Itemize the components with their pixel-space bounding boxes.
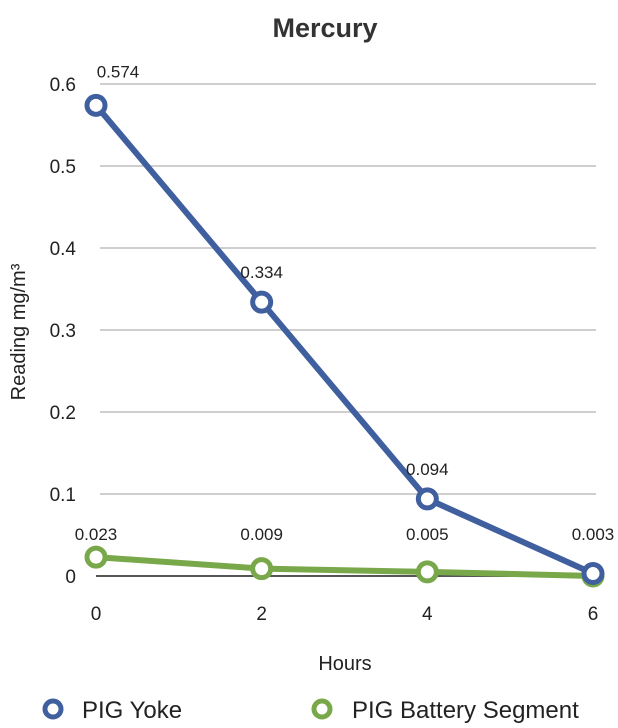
data-point bbox=[84, 93, 108, 117]
data-point bbox=[250, 557, 274, 581]
data-label: 0.574 bbox=[97, 62, 140, 81]
axes: 0 0.1 0.2 0.3 0.4 0.5 0.6 0 2 4 6 bbox=[50, 75, 599, 625]
data-point bbox=[415, 560, 439, 584]
legend-marker bbox=[42, 698, 64, 720]
x-tick-label: 4 bbox=[422, 604, 433, 625]
data-point bbox=[250, 290, 274, 314]
gridlines bbox=[100, 83, 596, 495]
data-label: 0.023 bbox=[75, 525, 118, 544]
legend-label: PIG Yoke bbox=[82, 697, 182, 724]
x-tick-label: 6 bbox=[588, 604, 599, 625]
y-tick-label: 0.5 bbox=[50, 157, 76, 178]
chart-title: Mercury bbox=[272, 13, 377, 43]
legend-marker bbox=[311, 698, 333, 720]
data-label: 0.009 bbox=[240, 525, 283, 544]
series-line bbox=[93, 103, 595, 577]
y-tick-label: 0.3 bbox=[50, 321, 76, 342]
y-tick-label: 0.1 bbox=[50, 485, 76, 506]
data-labels: 0.574 0.334 0.094 0.003 0.023 0.009 0.005 bbox=[75, 62, 615, 544]
series-lines bbox=[84, 93, 605, 588]
x-axis-title: Hours bbox=[318, 653, 371, 675]
series-line bbox=[95, 554, 594, 579]
x-tick-label: 2 bbox=[256, 604, 267, 625]
legend: PIG Yoke PIG Battery Segment bbox=[42, 697, 579, 724]
y-tick-label: 0.2 bbox=[50, 403, 76, 424]
y-tick-label: 0.4 bbox=[50, 239, 77, 260]
data-point bbox=[84, 545, 108, 569]
y-axis-title: Reading mg/m³ bbox=[8, 263, 30, 400]
data-label: 0.003 bbox=[572, 525, 615, 544]
y-tick-label: 0.6 bbox=[50, 75, 76, 96]
x-tick-label: 0 bbox=[91, 604, 102, 625]
legend-label: PIG Battery Segment bbox=[352, 697, 579, 724]
data-point bbox=[581, 562, 605, 586]
data-label: 0.094 bbox=[406, 460, 449, 479]
data-point bbox=[415, 487, 439, 511]
data-label: 0.334 bbox=[240, 263, 283, 282]
y-tick-label: 0 bbox=[65, 567, 76, 588]
data-label: 0.005 bbox=[406, 525, 449, 544]
